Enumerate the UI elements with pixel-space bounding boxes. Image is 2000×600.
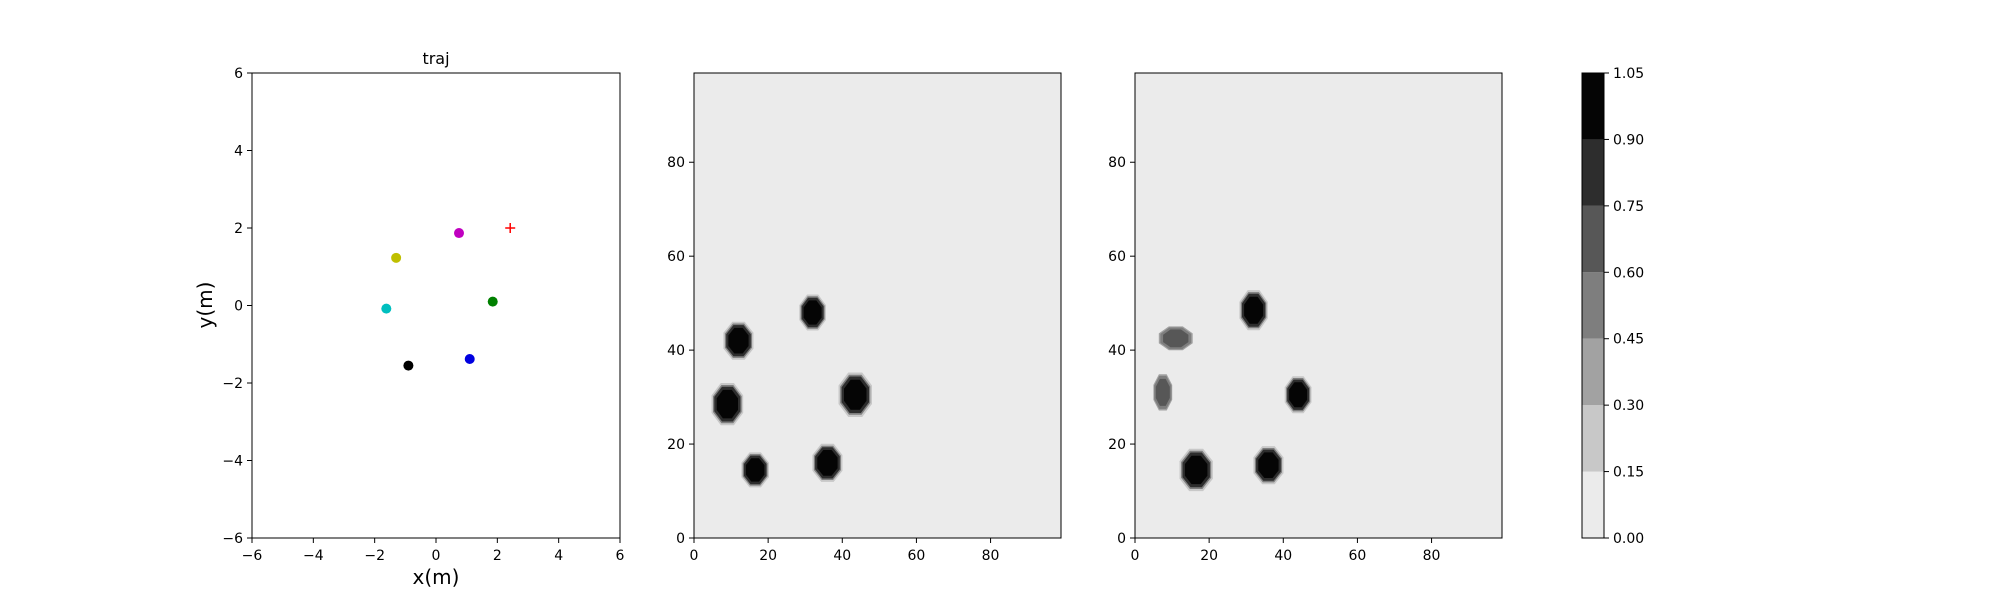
colorbar-band (1582, 471, 1604, 538)
occupancy-blob (1157, 325, 1195, 352)
x-tick-label: 0 (690, 548, 699, 564)
occupancy-left-blobs (711, 294, 872, 488)
occupancy-blob (1179, 448, 1213, 492)
colorbar-band (1582, 205, 1604, 273)
colorbar-tick-label: 0.00 (1613, 531, 1644, 547)
x-tick-label: 40 (833, 548, 851, 564)
colorbar-band (1582, 272, 1604, 339)
occupancy-right-y-ticks: 0 20 40 60 80 (1108, 155, 1135, 547)
x-tick-label: 6 (616, 548, 625, 564)
trajectory-y-ticks: −6 −4 −2 0 2 4 6 (222, 66, 252, 547)
colorbar-tick-label: 0.30 (1613, 398, 1644, 414)
trajectory-marks (381, 223, 516, 371)
y-tick-label: 0 (676, 531, 685, 547)
colorbar: 0.00 0.15 0.30 0.45 0.60 0.75 0.90 1.05 (1581, 66, 1644, 547)
occupancy-blob (711, 383, 744, 426)
colorbar-bands (1582, 73, 1604, 538)
colorbar-band (1582, 73, 1604, 140)
y-tick-label: −6 (222, 531, 243, 547)
x-tick-label: 20 (759, 548, 777, 564)
trajectory-y-label: y(m) (193, 282, 217, 329)
y-tick-label: 40 (667, 343, 685, 359)
agent-position-point (464, 353, 475, 364)
colorbar-tick-label: 0.75 (1613, 199, 1644, 215)
colorbar-tick-label: 0.15 (1613, 465, 1644, 481)
y-tick-label: 40 (1108, 343, 1126, 359)
occupancy-left-y-ticks: 0 20 40 60 80 (667, 155, 694, 547)
x-tick-label: 4 (554, 548, 563, 564)
trajectory-x-label: x(m) (413, 565, 460, 589)
x-tick-label: 0 (1131, 548, 1140, 564)
y-tick-label: 20 (1108, 437, 1126, 453)
y-tick-label: 2 (234, 221, 243, 237)
trajectory-panel: traj −6 −4 −2 0 2 4 6 −6 −4 −2 0 2 4 6 x(m) y(m) (193, 49, 625, 589)
y-tick-label: 60 (667, 249, 685, 265)
colorbar-band (1582, 338, 1604, 406)
y-tick-label: 0 (1117, 531, 1126, 547)
occupancy-blob (1152, 372, 1174, 413)
x-tick-label: 2 (493, 548, 502, 564)
agent-position-point (454, 228, 464, 239)
agent-position-point (487, 296, 498, 307)
y-tick-label: 0 (234, 299, 243, 315)
y-tick-label: −2 (222, 376, 243, 392)
occupancy-panel-left: 0 20 40 60 80 0 20 40 60 80 (667, 72, 1062, 564)
occupancy-right-blobs (1152, 290, 1312, 492)
occupancy-blob (838, 372, 872, 417)
occupancy-panel-right: 0 20 40 60 80 0 20 40 60 80 (1108, 72, 1503, 564)
agent-position-point (381, 303, 392, 314)
y-tick-label: 4 (234, 144, 243, 160)
y-tick-label: 20 (667, 437, 685, 453)
occupancy-right-x-ticks: 0 20 40 60 80 (1131, 538, 1441, 564)
colorbar-tick-label: 0.90 (1613, 132, 1644, 148)
x-tick-label: 80 (982, 548, 1000, 564)
y-tick-label: 6 (234, 66, 243, 82)
x-tick-label: −6 (242, 548, 263, 564)
occupancy-blob (1239, 290, 1268, 331)
y-tick-label: 80 (1108, 155, 1126, 171)
colorbar-ticks: 0.00 0.15 0.30 0.45 0.60 0.75 0.90 1.05 (1604, 66, 1644, 547)
goal-marker (505, 223, 516, 233)
agent-position-point (403, 360, 414, 371)
colorbar-band (1582, 139, 1604, 206)
x-tick-label: 80 (1423, 548, 1441, 564)
x-tick-label: 20 (1200, 548, 1218, 564)
x-tick-label: −4 (303, 548, 324, 564)
y-tick-label: −4 (222, 454, 243, 470)
occupancy-blob (1284, 376, 1312, 414)
x-tick-label: 0 (432, 548, 441, 564)
y-tick-label: 80 (667, 155, 685, 171)
colorbar-tick-label: 0.60 (1613, 265, 1644, 281)
trajectory-title: traj (422, 49, 449, 68)
occupancy-blob (799, 294, 826, 331)
occupancy-blob (723, 321, 754, 360)
y-tick-label: 60 (1108, 249, 1126, 265)
x-tick-label: 60 (908, 548, 926, 564)
occupancy-blob (812, 443, 843, 482)
colorbar-tick-label: 0.45 (1613, 332, 1644, 348)
colorbar-tick-label: 1.05 (1613, 66, 1644, 82)
occupancy-left-frame (693, 72, 1062, 539)
colorbar-band (1582, 405, 1604, 472)
occupancy-blob (1253, 446, 1284, 485)
x-tick-label: 60 (1349, 548, 1367, 564)
occupancy-right-frame (1134, 72, 1503, 539)
trajectory-x-ticks: −6 −4 −2 0 2 4 6 (242, 538, 625, 564)
x-tick-label: −2 (364, 548, 385, 564)
trajectory-frame (251, 72, 621, 539)
colorbar-frame (1581, 72, 1605, 539)
agent-position-point (391, 252, 402, 263)
occupancy-left-x-ticks: 0 20 40 60 80 (690, 538, 1000, 564)
x-tick-label: 40 (1274, 548, 1292, 564)
occupancy-blob (741, 452, 769, 488)
